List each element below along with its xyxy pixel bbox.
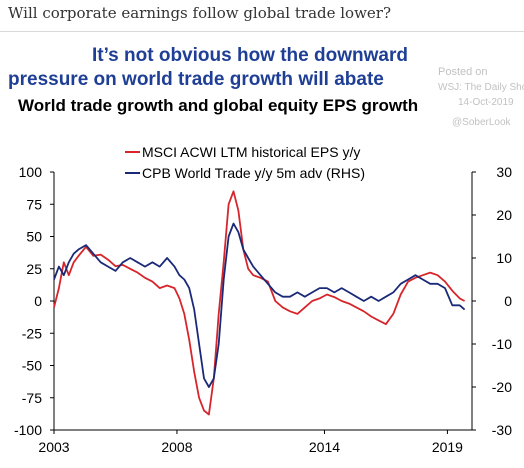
right-tick-label: 10 [496,250,512,266]
axes: 1007550250-25-50-75-1003020100-10-20-302… [14,164,512,455]
series-line-eps [53,190,466,416]
watermark-posted-on: Posted on [438,66,488,78]
x-tick-label: 2019 [432,439,463,455]
left-tick-label: -25 [22,325,42,341]
headline-line-1: It’s not obvious how the downward [92,45,408,66]
left-tick-label: 75 [26,196,42,212]
right-tick-label: 20 [496,207,512,223]
left-tick-label: -100 [14,422,42,438]
watermark-date: 14-Oct-2019 [458,97,514,108]
chart-title: World trade growth and global equity EPS… [18,96,419,115]
series-layer [53,190,466,416]
article-question: Will corporate earnings follow global tr… [8,4,392,22]
watermark-source: WSJ: The Daily Shot [438,82,524,93]
legend-label-eps: MSCI ACWI LTM historical EPS y/y [142,144,360,160]
headline-line-2: pressure on world trade growth will abat… [8,69,384,90]
right-tick-label: -10 [492,336,512,352]
watermark-handle: @SoberLook [452,117,511,128]
right-tick-label: -30 [492,422,512,438]
legend-label-trade: CPB World Trade y/y 5m adv (RHS) [142,165,365,181]
left-tick-label: 50 [26,229,42,245]
x-tick-label: 2008 [161,439,192,455]
right-tick-label: 30 [496,164,512,180]
x-tick-label: 2014 [309,439,340,455]
right-tick-label: 0 [504,293,512,309]
series-line-trade [53,222,466,388]
legend: MSCI ACWI LTM historical EPS y/y CPB Wor… [125,144,365,181]
divider [0,31,524,32]
left-tick-label: 0 [34,293,42,309]
left-tick-label: -75 [22,390,42,406]
x-tick-label: 2003 [38,439,69,455]
left-tick-label: -50 [22,358,42,374]
left-tick-label: 25 [26,261,42,277]
left-tick-label: 100 [19,164,43,180]
right-tick-label: -20 [492,379,512,395]
